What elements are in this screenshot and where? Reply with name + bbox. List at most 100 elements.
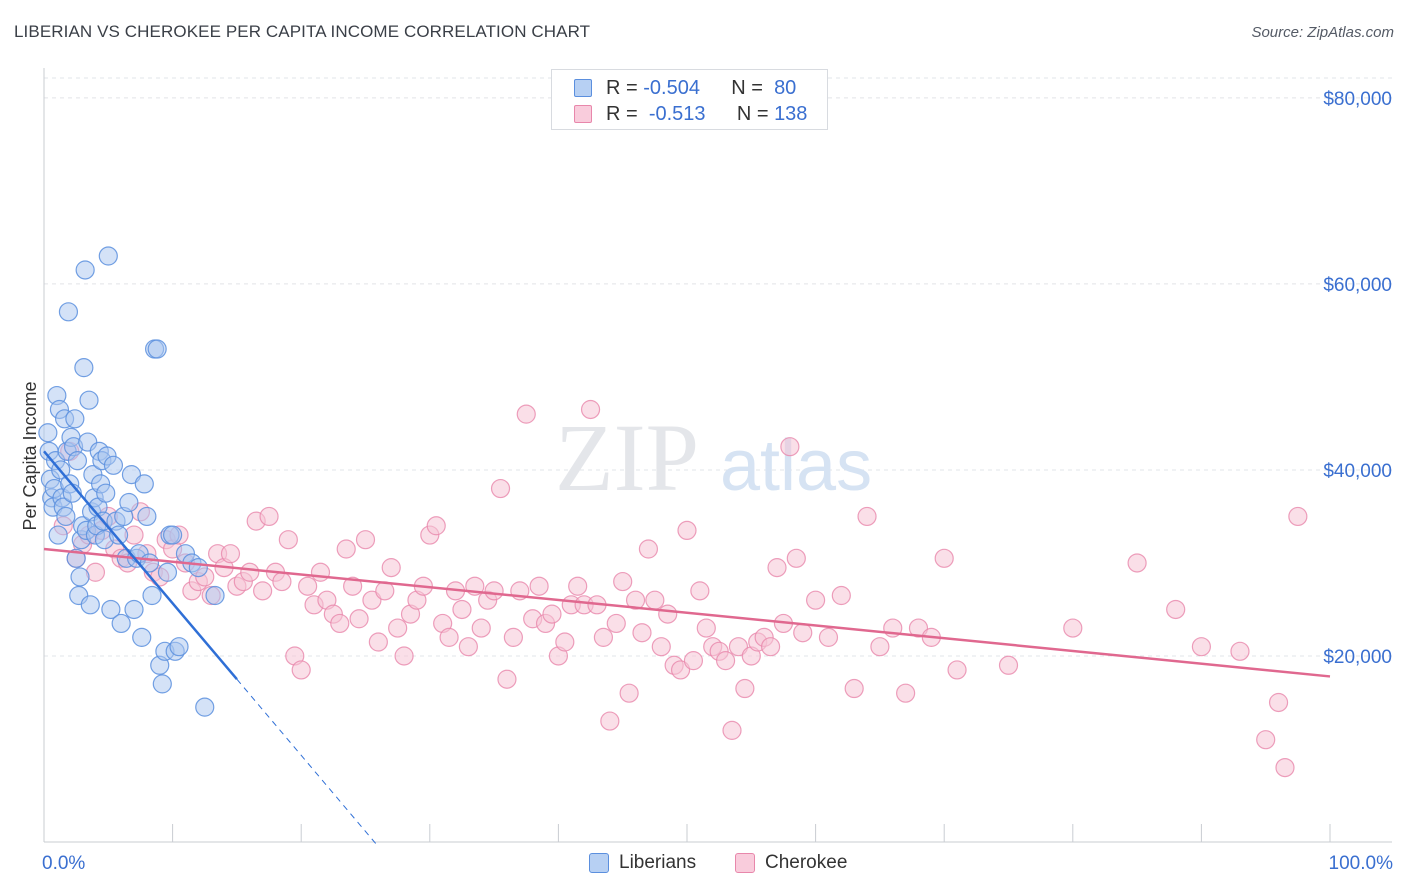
watermark-atlas: atlas: [720, 426, 872, 506]
cherokee-legend-label: Cherokee: [765, 852, 848, 873]
cherokee-point: [330, 613, 350, 634]
liberian-point: [101, 599, 121, 620]
cherokee-point: [728, 637, 749, 657]
cherokee-point: [1275, 757, 1295, 778]
cherokee-point: [1256, 730, 1276, 750]
liberian-point: [137, 506, 157, 527]
x-tick-label-max: 100.0%: [1329, 853, 1394, 874]
cherokee-trend-line: [43, 547, 1331, 678]
cherokee-point: [651, 637, 671, 657]
cherokee-point: [336, 539, 356, 559]
cherokee-point: [388, 618, 408, 638]
liberian-legend-label: Liberians: [619, 852, 697, 873]
cherokee-point: [896, 683, 916, 703]
cherokee-point: [298, 576, 318, 596]
cherokee-point: [786, 548, 806, 568]
cherokee-point: [818, 627, 839, 647]
liberian-point: [124, 599, 144, 620]
cherokee-point: [253, 581, 273, 601]
cherokee-point: [490, 478, 511, 499]
cherokee-point: [632, 623, 652, 643]
liberian-trend-line: [43, 450, 238, 681]
cherokee-points: [53, 399, 1308, 778]
axis-labels: $20,000 $40,000 $60,000 $80,000 0.0% 100.0% Pe…: [20, 89, 1393, 874]
r-value: -0.513: [648, 102, 706, 125]
cherokee-point: [934, 548, 954, 568]
cherokee-point: [805, 590, 826, 610]
cherokee-point: [529, 576, 549, 596]
y-tick-label: $80,000: [1323, 89, 1392, 110]
cherokee-point: [760, 637, 781, 657]
cherokee-point: [638, 539, 659, 559]
legend-item-cherokee[interactable]: Cherokee: [735, 852, 847, 874]
cherokee-point: [600, 711, 620, 731]
cherokee-point: [947, 660, 967, 680]
liberian-point: [188, 558, 208, 578]
liberian-point: [98, 246, 118, 266]
liberian-point: [147, 339, 167, 359]
cherokee-point: [844, 678, 864, 699]
liberian-points: [38, 246, 225, 717]
liberian-point: [65, 409, 85, 429]
cherokee-point: [580, 399, 601, 420]
cherokee-point: [1268, 692, 1289, 713]
liberian-point: [79, 390, 99, 410]
cherokee-point: [362, 590, 382, 610]
cherokee-point: [291, 660, 311, 680]
cherokee-point: [606, 613, 626, 634]
liberian-point: [74, 358, 94, 378]
cherokee-point: [542, 604, 562, 624]
liberian-point: [169, 637, 189, 657]
cherokee-point: [870, 637, 890, 657]
cherokee-point: [278, 530, 298, 550]
liberian-point: [205, 585, 225, 606]
cherokee-point: [458, 637, 478, 657]
cherokee-point: [780, 437, 800, 457]
cherokee-point: [908, 618, 929, 638]
cherokee-point: [381, 558, 401, 578]
cherokee-point: [1230, 641, 1250, 661]
cherokee-point: [767, 558, 787, 578]
cherokee-point: [394, 646, 414, 666]
cherokee-point: [484, 581, 504, 601]
n-value: 80: [774, 76, 797, 99]
liberian-point: [67, 451, 88, 471]
cherokee-point: [690, 581, 710, 601]
cherokee-point: [722, 720, 742, 740]
cherokee-point: [1191, 637, 1212, 657]
cherokee-point: [619, 683, 639, 703]
r-label: R =: [606, 102, 638, 125]
cherokee-point: [1063, 618, 1083, 638]
cherokee-point: [683, 651, 704, 671]
n-label: N =: [736, 102, 769, 125]
cherokee-point: [998, 655, 1019, 675]
cherokee-point: [670, 660, 691, 680]
cherokee-point: [503, 627, 523, 647]
legend-item-liberians[interactable]: Liberians: [589, 852, 696, 874]
liberian-point: [111, 613, 131, 634]
liberian-point: [108, 525, 129, 545]
n-label: N =: [731, 76, 763, 99]
liberian-point: [103, 455, 124, 475]
liberian-point: [163, 525, 183, 545]
liberian-point: [134, 474, 154, 494]
liberian-point: [58, 302, 79, 322]
cherokee-point: [497, 669, 517, 689]
liberian-swatch: [574, 79, 592, 97]
liberian-point: [195, 697, 215, 717]
x-tick-label-min: 0.0%: [42, 853, 85, 874]
source-label: Source: ZipAtlas.com: [1251, 24, 1394, 41]
cherokee-point: [516, 404, 536, 424]
cherokee-point: [310, 562, 331, 582]
correlation-legend: R = -0.504 N = 80 R = -0.513 N = 138: [551, 69, 828, 130]
cherokee-point: [426, 516, 446, 536]
liberian-legend-swatch: [589, 853, 609, 873]
liberian-point: [56, 506, 76, 527]
cherokee-point: [555, 632, 575, 652]
y-tick-label: $20,000: [1323, 647, 1392, 668]
cherokee-point: [471, 618, 491, 638]
cherokee-point: [793, 623, 813, 643]
axes: [43, 68, 1392, 843]
chart-title: LIBERIAN VS CHEROKEE PER CAPITA INCOME C…: [14, 22, 591, 41]
legend-row-liberians: R = -0.504 N = 80: [574, 77, 796, 99]
